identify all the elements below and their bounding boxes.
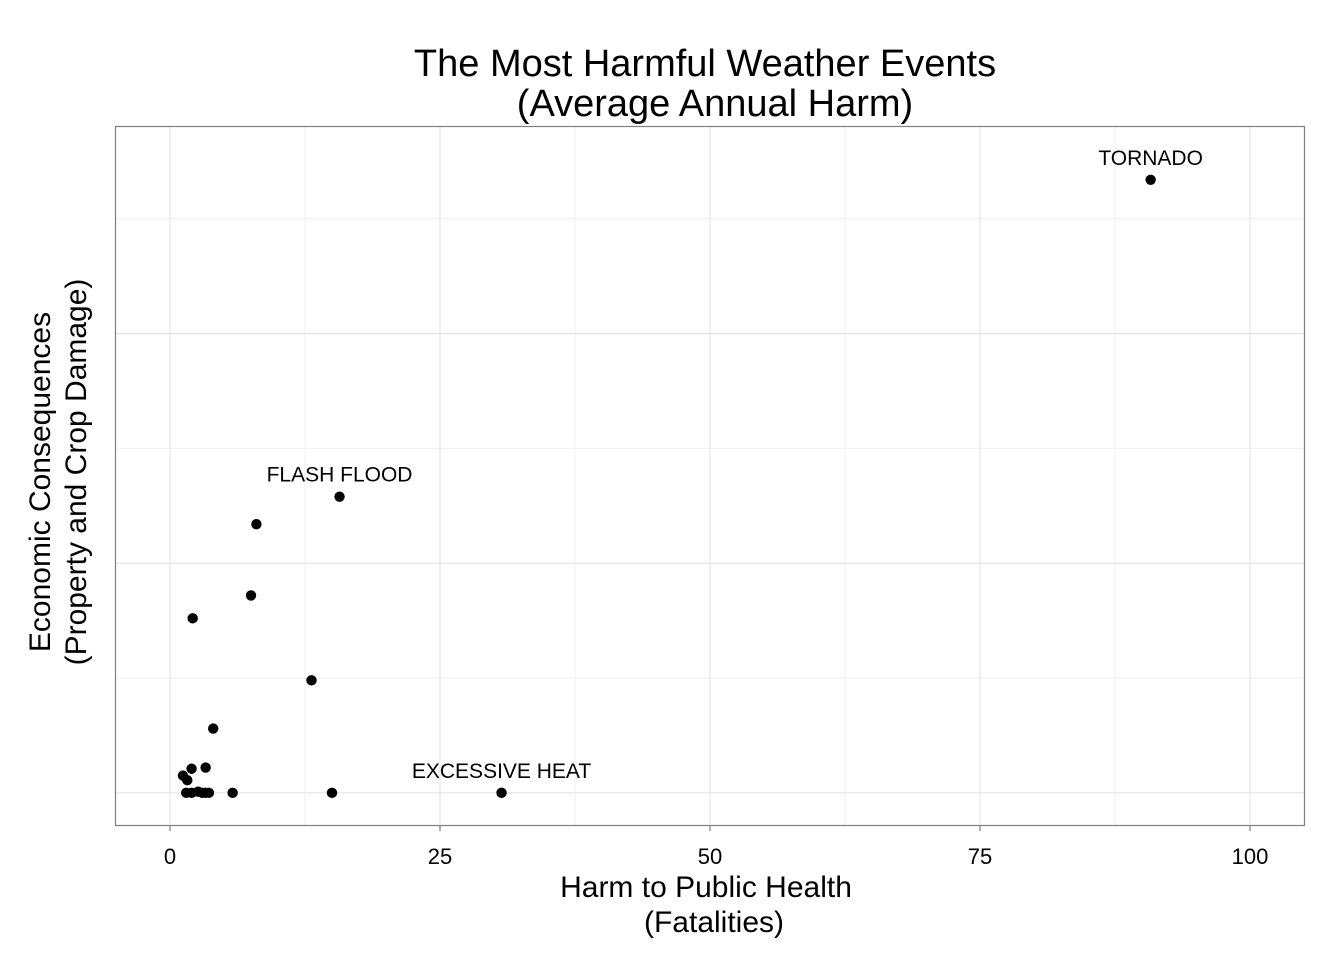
data-point [203, 787, 215, 799]
grid [116, 127, 1304, 825]
data-points [177, 174, 1156, 799]
point-label: EXCESSIVE HEAT [412, 760, 592, 783]
x-tick-label: 50 [698, 844, 722, 869]
x-axis-title-line1: Harm to Public Health [560, 871, 852, 904]
x-tick-label: 75 [968, 844, 992, 869]
data-point [208, 723, 219, 734]
data-point [200, 762, 211, 773]
x-tick-label: 25 [428, 844, 452, 869]
chart-title-line2: (Average Annual Harm) [517, 83, 913, 125]
point-labels: TORNADO FLASH FLOOD EXCESSIVE HEAT [267, 147, 1203, 783]
data-point [186, 763, 197, 774]
data-point [306, 675, 317, 686]
data-point [251, 519, 262, 530]
x-axis-ticks: 0 25 50 75 100 [164, 825, 1268, 869]
data-point [334, 491, 345, 502]
chart-title-line1: The Most Harmful Weather Events [414, 43, 996, 85]
data-point [245, 590, 257, 601]
y-axis-title-line2: (Property and Crop Damage) [60, 279, 93, 666]
data-point [227, 787, 238, 799]
data-point [326, 787, 338, 799]
point-label: FLASH FLOOD [267, 464, 413, 487]
x-axis-title-line2: (Fatalities) [644, 906, 784, 939]
data-point [182, 775, 193, 786]
x-tick-label: 0 [164, 844, 176, 869]
y-axis-title-line1: Economic Consequences [24, 312, 57, 652]
x-tick-label: 100 [1232, 844, 1269, 869]
data-point [496, 787, 507, 799]
point-label: TORNADO [1098, 147, 1203, 170]
data-point [187, 613, 198, 624]
data-point [1145, 174, 1156, 186]
